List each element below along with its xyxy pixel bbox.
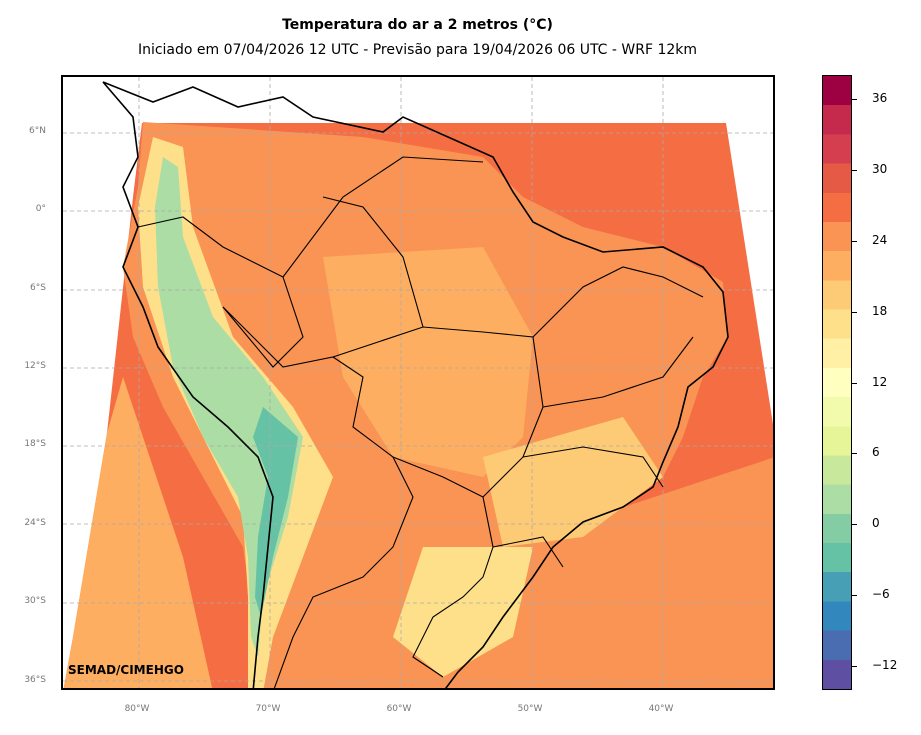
colorbar-tick-label: 6	[872, 445, 880, 459]
map-panel[interactable]	[61, 75, 775, 690]
colorbar-tick-label: 36	[872, 91, 888, 105]
colorbar-tick	[852, 99, 857, 100]
lat-label-18s: 18°S	[24, 439, 46, 449]
lon-label-60w: 60°W	[386, 704, 412, 714]
colorbar-tick-label: 30	[872, 162, 888, 176]
lat-label-36s: 36°S	[24, 675, 46, 685]
temperature-map	[63, 77, 773, 688]
south-cool	[393, 547, 533, 677]
credit-label: SEMAD/CIMEHGO	[68, 663, 184, 677]
colorbar-tick	[852, 595, 857, 596]
lat-label-24s: 24°S	[24, 518, 46, 528]
graticule	[63, 77, 773, 688]
colorbar-tick	[852, 666, 857, 667]
colorbar-tick	[852, 312, 857, 313]
andes-very-cold	[253, 407, 298, 617]
map-subtitle: Iniciado em 07/04/2026 12 UTC - Previsão…	[137, 42, 698, 58]
colorbar-tick-label: 18	[872, 304, 888, 318]
map-title: Temperatura do ar a 2 metros (°C)	[282, 17, 553, 33]
lon-label-70w: 70°W	[255, 704, 281, 714]
colorbar-tick-label: 0	[872, 516, 880, 530]
colorbar-tick-label: 12	[872, 375, 888, 389]
colorbar-tick-label: 24	[872, 233, 888, 247]
lon-label-80w: 80°W	[124, 704, 150, 714]
colorbar-tick	[852, 241, 857, 242]
colorbar-tick-label: −6	[872, 587, 890, 601]
country-borders	[137, 156, 704, 688]
southeast-mild	[483, 417, 663, 547]
lon-label-40w: 40°W	[648, 704, 674, 714]
coastline	[102, 81, 729, 688]
lat-label-6s: 6°S	[30, 283, 46, 293]
colorbar-tick	[852, 170, 857, 171]
lon-label-50w: 50°W	[517, 704, 543, 714]
southwest-ocean-mild	[63, 377, 213, 688]
colorbar-tick	[852, 524, 857, 525]
colorbar-tick	[852, 453, 857, 454]
colorbar-tick-label: −12	[872, 658, 898, 672]
colorbar	[822, 75, 852, 690]
lat-label-0: 0°	[35, 204, 46, 214]
lat-label-6n: 6°N	[29, 126, 46, 136]
south-ocean-mild	[464, 457, 773, 688]
lat-label-30s: 30°S	[24, 596, 46, 606]
interior-mild	[323, 247, 533, 477]
colorbar-tick	[852, 383, 857, 384]
lat-label-12s: 12°S	[24, 361, 46, 371]
